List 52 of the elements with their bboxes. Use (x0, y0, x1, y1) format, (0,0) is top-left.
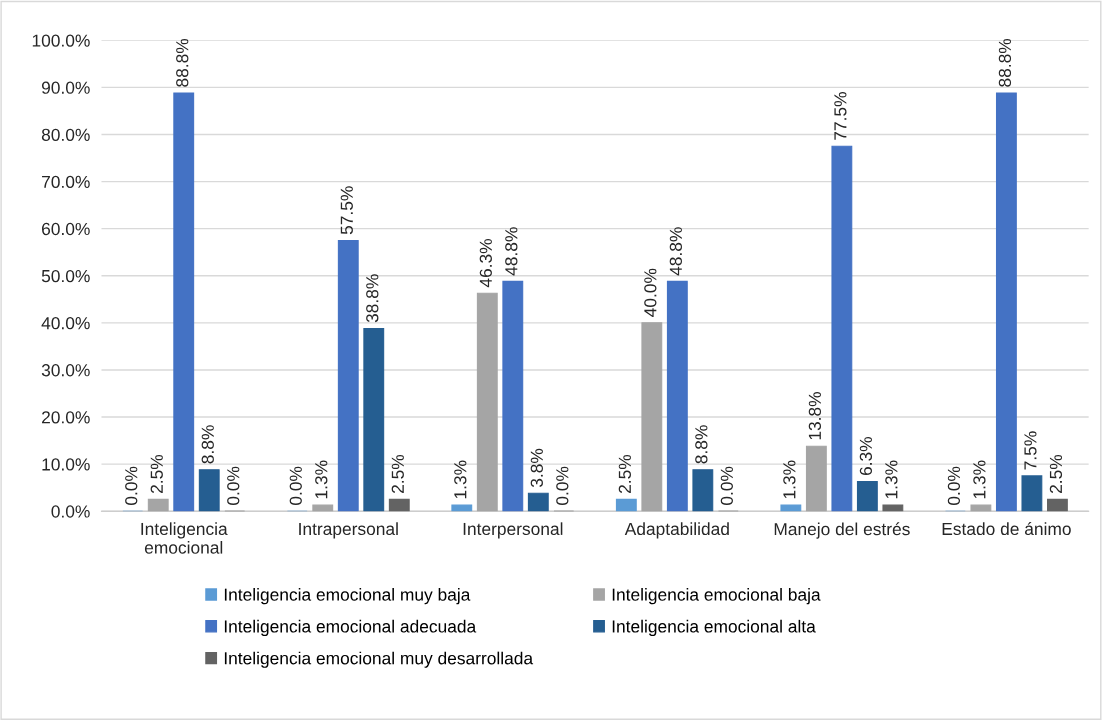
data-label: 1.3% (783, 460, 796, 499)
data-label: 0.0% (289, 466, 302, 505)
legend-label: Inteligencia emocional adecuada (224, 619, 477, 637)
data-label: 40.0% (644, 268, 657, 317)
data-label: 13.8% (808, 392, 822, 440)
y-tick-label: 70.0% (42, 175, 90, 189)
legend-label: Inteligencia emocional muy baja (224, 588, 471, 605)
data-label: 1.3% (315, 460, 328, 499)
data-label: 48.8% (505, 227, 518, 276)
y-tick-label: 60.0% (42, 222, 90, 236)
data-label: 46.3% (479, 239, 492, 288)
data-label: 2.5% (1049, 454, 1063, 493)
y-tick-label: 20.0% (42, 411, 90, 424)
x-tick-label: Manejo del estrés (774, 522, 910, 539)
data-label: 88.8% (176, 38, 189, 87)
y-tick-label: 40.0% (41, 317, 90, 330)
data-label: 7.5% (1024, 431, 1037, 470)
y-tick-label: 90.0% (41, 81, 90, 94)
data-label: 0.0% (720, 466, 733, 505)
data-label: 3.8% (530, 448, 543, 488)
data-label: 2.5% (150, 454, 163, 493)
y-tick-label: 0.0% (51, 505, 90, 518)
data-label: 48.8% (669, 227, 682, 276)
data-label: 8.8% (201, 425, 214, 464)
x-tick-label: Intrapersonal (299, 522, 398, 539)
data-label: 88.8% (998, 38, 1012, 87)
data-label: 8.8% (695, 425, 708, 464)
data-label: 57.5% (340, 186, 353, 235)
x-tick-label: Estado de ánimo (942, 522, 1071, 536)
legend-label: Inteligencia emocional alta (612, 619, 816, 637)
y-tick-label: 30.0% (41, 364, 90, 377)
data-label: 1.3% (973, 460, 986, 499)
x-tick-label: Interpersonal (463, 522, 563, 539)
y-tick-label: 100.0% (32, 34, 90, 47)
data-label: 1.3% (885, 460, 898, 499)
data-label: 2.5% (391, 454, 404, 493)
x-tick-label: Inteligencia emocional (141, 522, 228, 554)
data-label: 0.0% (227, 466, 240, 505)
x-tick-label: Adaptabilidad (624, 522, 729, 539)
legend-label: Inteligencia emocional muy desarrollada (224, 651, 534, 668)
data-label: 0.0% (947, 466, 961, 505)
data-label: 77.5% (834, 92, 847, 140)
data-label: 0.0% (556, 466, 569, 505)
data-label: 2.5% (618, 454, 631, 493)
y-tick-label: 50.0% (41, 269, 90, 283)
data-label: 0.0% (125, 466, 138, 505)
data-label: 1.3% (454, 460, 467, 499)
data-label: 38.8% (366, 274, 379, 323)
legend-label: Inteligencia emocional baja (612, 588, 821, 605)
y-tick-label: 80.0% (41, 128, 90, 141)
data-label: 6.3% (859, 437, 873, 476)
y-tick-label: 10.0% (42, 458, 90, 471)
